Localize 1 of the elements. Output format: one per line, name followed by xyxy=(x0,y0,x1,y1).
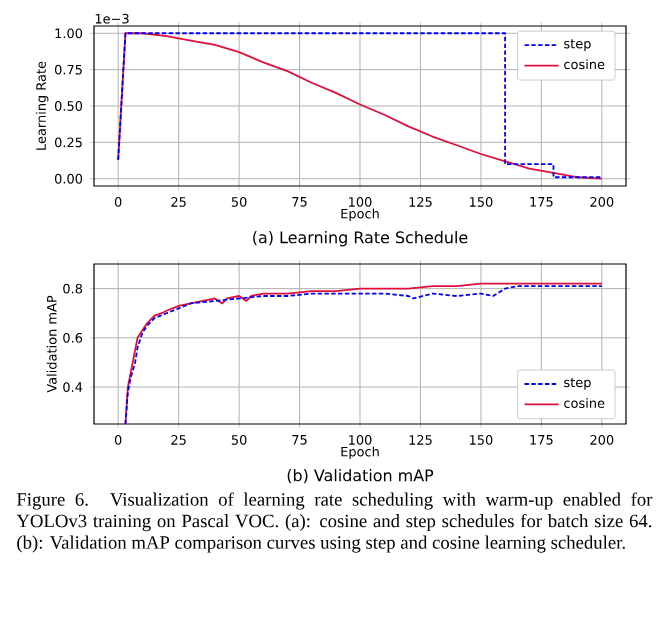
caption: Figure 6. Visualization of learning rate scheduling with warm-up enabled for YOLOv3 training on Pascal VOC. (a): cosine and step schedules for batch size 64. (b): Validation mAP comparison curves using step and cosine learning scheduler. xyxy=(16,492,653,553)
